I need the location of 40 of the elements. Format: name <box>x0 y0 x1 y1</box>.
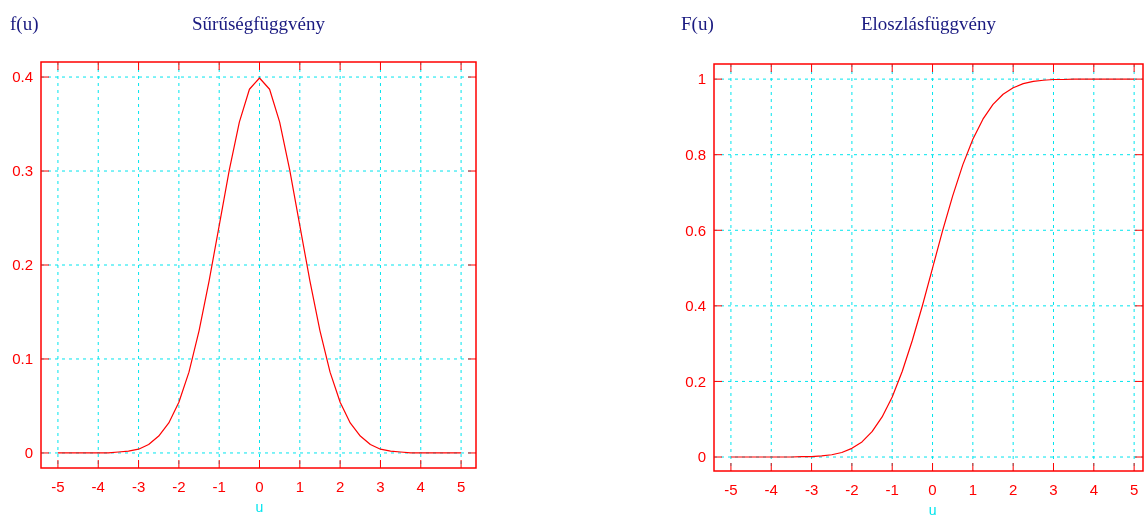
x-tick-label: 5 <box>1129 481 1139 498</box>
x-tick-label: 2 <box>335 478 345 495</box>
x-tick-label: -2 <box>845 481 859 498</box>
x-tick-label: 3 <box>1049 481 1058 498</box>
y-tick-label: 0.6 <box>685 221 706 239</box>
x-tick-label: 1 <box>295 478 304 495</box>
x-tick-label: 1 <box>968 481 978 498</box>
x-tick-label: -4 <box>764 481 778 498</box>
x-tick-label: -3 <box>804 481 819 498</box>
y-tick-label: 0.4 <box>12 68 33 86</box>
x-tick-label: 0 <box>928 481 937 498</box>
x-tick-label: -3 <box>131 478 146 495</box>
x-tick-label: 5 <box>456 478 466 495</box>
x-axis-title: u <box>928 502 937 517</box>
x-tick-label: -5 <box>51 478 65 495</box>
line-series <box>57 77 462 454</box>
x-tick-label: -5 <box>724 481 738 498</box>
x-tick-label: 0 <box>255 478 264 495</box>
x-tick-label: 3 <box>376 478 385 495</box>
y-tick-label: 0.8 <box>685 145 706 163</box>
y-tick-label: 0.3 <box>12 162 33 180</box>
x-tick-label: 4 <box>1089 481 1098 498</box>
y-tick-label: 0.4 <box>685 297 706 315</box>
y-tick-label: 0 <box>24 444 33 462</box>
chart-title: Eloszlásfüggvény <box>860 13 997 34</box>
y-tick-label: 0.2 <box>12 256 33 274</box>
x-tick-label: 4 <box>416 478 425 495</box>
x-tick-label: -2 <box>172 478 186 495</box>
y-tick-label: 1 <box>697 70 706 88</box>
x-axis-title: u <box>255 499 264 515</box>
x-tick-label: -4 <box>91 478 105 495</box>
y-tick-label: 0.2 <box>685 372 706 390</box>
y-tick-label: 0 <box>697 448 706 466</box>
x-tick-label: 2 <box>1009 481 1018 498</box>
chart-title: Sűrűségfüggvény <box>192 13 326 34</box>
y-axis-title: F(u) <box>681 13 714 35</box>
x-tick-label: -1 <box>885 481 899 498</box>
y-tick-label: 0.1 <box>12 350 33 368</box>
x-tick-label: -1 <box>212 478 226 495</box>
y-axis-title: f(u) <box>10 13 39 35</box>
